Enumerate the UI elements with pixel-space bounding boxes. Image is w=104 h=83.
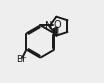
Text: Br: Br [16,55,26,64]
Text: O: O [53,21,61,30]
Text: N: N [52,28,59,38]
Text: N: N [45,21,52,31]
